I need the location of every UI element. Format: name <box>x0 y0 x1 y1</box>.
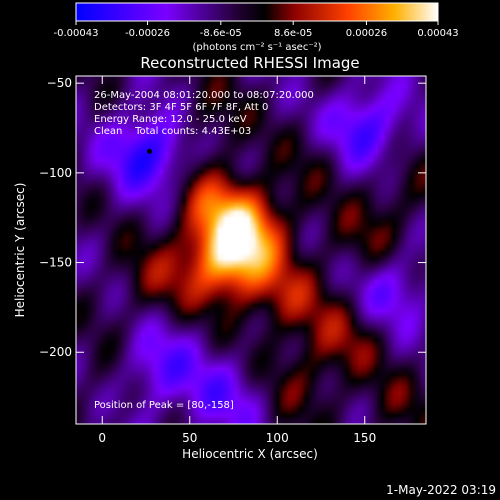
colorbar-tick-label: 0.00026 <box>346 28 387 39</box>
y-tick-label: −150 <box>39 256 72 270</box>
annotation-energy-range: Energy Range: 12.0 - 25.0 keV <box>94 114 247 125</box>
footer-date: 1-May-2022 03:19 <box>386 483 496 497</box>
y-tick-label: −50 <box>47 76 72 90</box>
y-tick-label: −200 <box>39 345 72 359</box>
annotation-time-range: 26-May-2004 08:01:20.000 to 08:07:20.000 <box>94 90 314 101</box>
heatmap-plot: 0 50 100 150 −50 −100 −150 −200 <box>39 75 427 445</box>
annotation-clean-counts: Clean Total counts: 4.43E+03 <box>94 126 251 137</box>
x-axis-label: Heliocentric X (arcsec) <box>182 447 318 461</box>
annotation-block: 26-May-2004 08:01:20.000 to 08:07:20.000… <box>94 90 314 137</box>
colorbar-gradient <box>75 2 439 22</box>
colorbar-tick-label: -0.00043 <box>54 28 99 39</box>
y-axis-label: Heliocentric Y (arcsec) <box>13 183 27 318</box>
annotation-detectors: Detectors: 3F 4F 5F 6F 7F 8F, Att 0 <box>94 102 268 113</box>
heatmap-image <box>76 76 426 424</box>
x-tick-label: 50 <box>182 431 197 445</box>
peak-position-label: Position of Peak = [80,-158] <box>94 400 234 411</box>
colorbar: -0.00043 -0.00026 -8.6e-05 8.6e-05 0.00026 0.… <box>54 2 459 53</box>
colorbar-tick-label: 8.6e-05 <box>274 28 312 39</box>
plot-frame <box>75 75 427 425</box>
x-tick-label: 100 <box>266 431 289 445</box>
axis-ticks: 0 50 100 150 −50 −100 −150 −200 <box>39 76 426 445</box>
chart-title: Reconstructed RHESSI Image <box>140 54 359 72</box>
colorbar-ticks: -0.00043 -0.00026 -8.6e-05 8.6e-05 0.00026 0.… <box>54 21 459 39</box>
x-tick-label: 150 <box>353 431 376 445</box>
colorbar-tick-label: -8.6e-05 <box>200 28 242 39</box>
colorbar-unit-label: (photons cm⁻² s⁻¹ asec⁻²) <box>192 42 321 53</box>
x-tick-label: 0 <box>98 431 106 445</box>
y-tick-label: −100 <box>39 166 72 180</box>
colorbar-tick-label: 0.00043 <box>417 28 458 39</box>
minimum-marker <box>147 148 152 154</box>
colorbar-tick-label: -0.00026 <box>125 28 170 39</box>
